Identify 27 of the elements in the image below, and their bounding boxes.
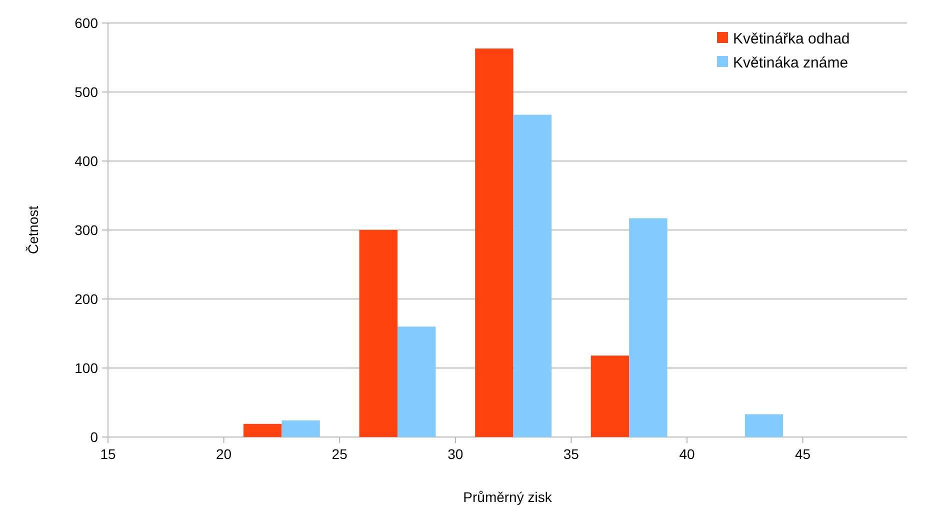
x-tick-label: 40 — [679, 446, 695, 462]
x-tick-label: 30 — [448, 446, 464, 462]
y-axis-title: Četnost — [25, 206, 41, 254]
bar — [282, 420, 320, 437]
y-tick-label: 600 — [74, 14, 98, 31]
y-tick-label: 200 — [74, 290, 98, 307]
y-tick-label: 300 — [74, 222, 98, 238]
x-tick-label: 35 — [563, 446, 580, 462]
legend-label: Květinářka odhad — [733, 30, 850, 48]
bar — [397, 326, 436, 437]
bar — [744, 414, 784, 437]
x-tick-label: 45 — [794, 446, 811, 462]
x-tick-label: 15 — [100, 446, 116, 462]
x-tick-label: 25 — [332, 446, 348, 462]
bar — [243, 424, 282, 437]
x-axis-title: Průměrný zisk — [463, 489, 553, 505]
y-tick-label: 100 — [74, 360, 98, 376]
bar — [590, 356, 630, 437]
y-tick-label: 0 — [90, 428, 98, 445]
y-tick-label: 400 — [74, 152, 98, 169]
y-tick-label: 500 — [74, 84, 98, 100]
bar — [513, 114, 552, 437]
bar — [359, 230, 398, 437]
legend-label: Květináka známe — [733, 54, 848, 72]
bar — [475, 48, 514, 437]
bar — [629, 218, 668, 437]
x-tick-label: 20 — [216, 446, 232, 462]
